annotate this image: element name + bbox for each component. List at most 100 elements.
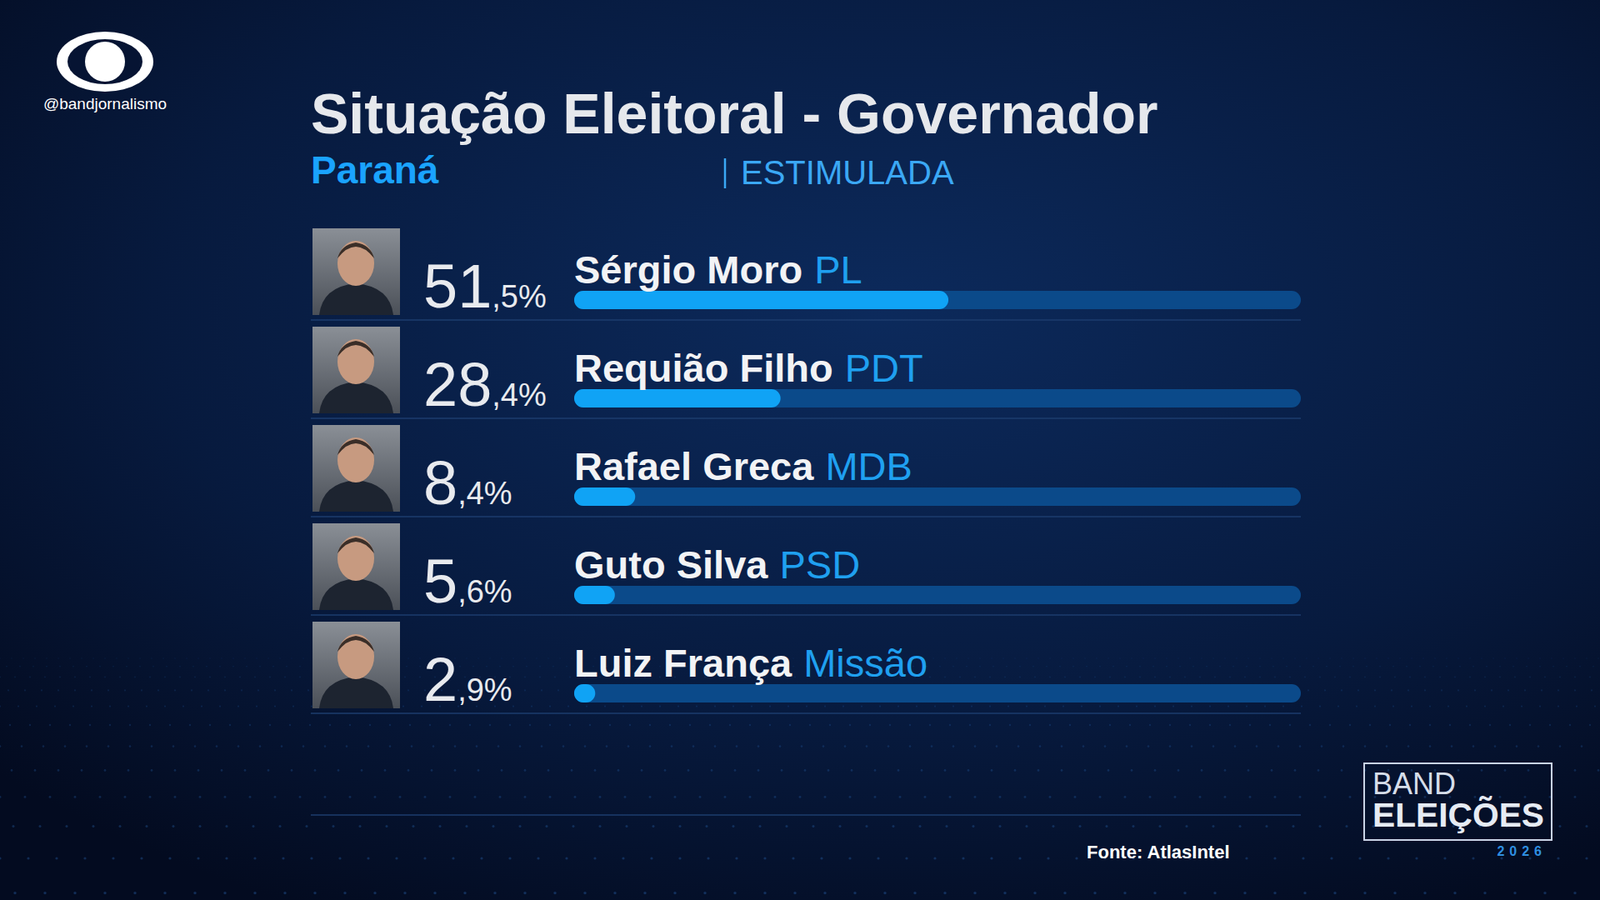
- dot: [613, 891, 616, 895]
- dot: [1149, 724, 1151, 726]
- party: MDB: [825, 444, 912, 489]
- dot: [562, 745, 565, 748]
- dot: [609, 724, 611, 726]
- dot: [389, 745, 392, 748]
- dot: [1374, 705, 1376, 707]
- dot: [989, 705, 991, 707]
- dot: [664, 769, 667, 772]
- dot: [769, 724, 771, 726]
- dot: [1069, 724, 1071, 726]
- dot: [1112, 665, 1115, 668]
- data-label: 5,6%: [423, 546, 513, 616]
- dot: [689, 724, 691, 726]
- dot: [224, 675, 226, 678]
- program-logo: BANDELEIÇÕES2026: [1364, 763, 1552, 859]
- dot: [787, 705, 790, 707]
- dot: [209, 675, 211, 678]
- dot: [194, 745, 197, 748]
- dot: [111, 856, 115, 860]
- dot: [598, 825, 601, 828]
- dot: [449, 795, 452, 799]
- dot: [1529, 724, 1531, 726]
- dot: [829, 724, 831, 726]
- dot: [1337, 705, 1340, 707]
- dot: [1537, 745, 1540, 748]
- dot: [223, 891, 226, 895]
- dot: [709, 724, 711, 726]
- dot: [89, 675, 91, 678]
- dot: [961, 856, 965, 860]
- dot: [1249, 724, 1251, 726]
- dot: [547, 769, 550, 772]
- dot: [979, 657, 981, 660]
- dot: [1002, 657, 1005, 660]
- dot: [11, 825, 15, 828]
- dot: [1037, 769, 1040, 772]
- badge-frame: [1364, 763, 1552, 840]
- dot: [1539, 705, 1541, 707]
- dot: [673, 891, 676, 895]
- dot: [1407, 689, 1410, 691]
- dot: [237, 745, 240, 748]
- data-label-decimal: ,4%: [491, 377, 546, 413]
- dot: [552, 665, 555, 668]
- dot: [419, 665, 421, 668]
- dot: [850, 769, 854, 772]
- dot: [429, 724, 431, 726]
- dot: [1078, 825, 1081, 828]
- dot: [1158, 825, 1161, 828]
- dot: [475, 745, 479, 748]
- dot: [949, 724, 951, 726]
- photo-bg: [312, 621, 400, 709]
- dot: [1399, 657, 1401, 660]
- dot: [822, 745, 825, 748]
- dot: [915, 705, 918, 707]
- dot: [358, 825, 361, 828]
- dot: [1135, 705, 1138, 707]
- dot: [59, 675, 61, 678]
- dot: [209, 724, 211, 726]
- dot: [69, 657, 71, 660]
- dot: [24, 795, 27, 799]
- dot: [118, 825, 121, 828]
- dot: [1474, 689, 1476, 691]
- dot: [1300, 705, 1303, 707]
- dot: [305, 825, 308, 828]
- dot: [1245, 705, 1248, 707]
- dot: [523, 891, 526, 895]
- dot: [848, 856, 851, 860]
- photo-hair: [337, 340, 375, 357]
- dot: [139, 665, 141, 668]
- dot: [970, 705, 973, 707]
- dot: [45, 665, 48, 668]
- dot: [820, 856, 823, 860]
- dot: [1235, 657, 1238, 660]
- dot: [769, 705, 771, 707]
- dot: [792, 665, 795, 668]
- photo-body: [319, 480, 394, 512]
- dot: [219, 705, 221, 707]
- dot: [540, 689, 543, 691]
- dot: [570, 769, 574, 772]
- dot: [174, 657, 176, 660]
- dot: [115, 657, 118, 660]
- dot: [1007, 705, 1010, 707]
- dot: [1089, 724, 1091, 726]
- dot: [649, 745, 652, 748]
- dot: [1154, 769, 1157, 772]
- dot: [331, 825, 335, 828]
- dot: [785, 825, 788, 828]
- dot: [1131, 825, 1135, 828]
- dot: [932, 657, 935, 660]
- dot: [530, 705, 533, 707]
- dot: [124, 689, 126, 691]
- dot: [1445, 657, 1448, 660]
- dot: [1585, 856, 1588, 860]
- dot: [91, 825, 95, 828]
- dot: [1142, 657, 1145, 660]
- dot: [145, 705, 148, 707]
- dot: [1303, 891, 1306, 895]
- dot: [1060, 657, 1063, 660]
- dot: [1429, 705, 1431, 707]
- candidate-photo: [312, 621, 400, 709]
